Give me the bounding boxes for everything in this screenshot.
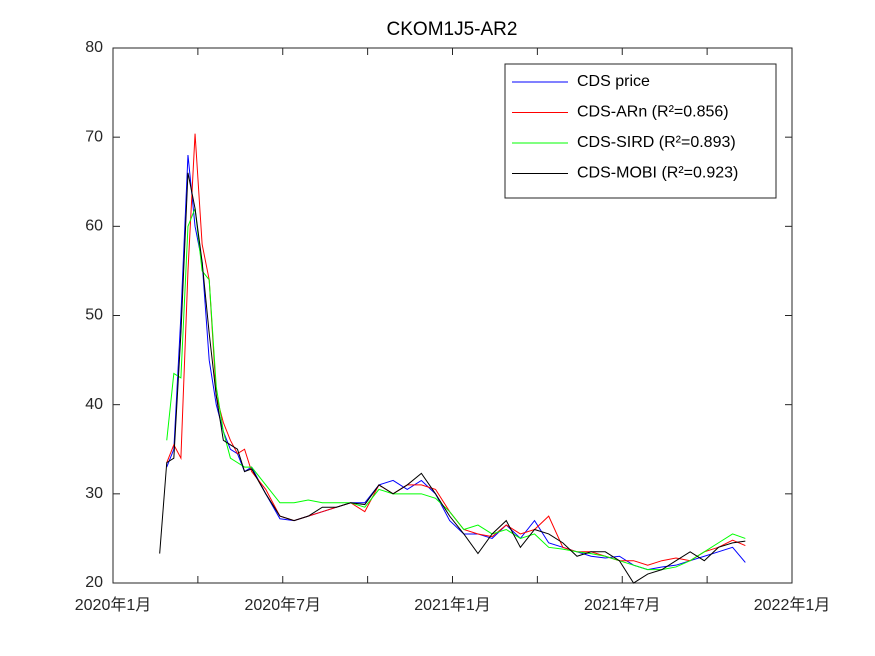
y-tick-label: 50	[85, 307, 103, 324]
legend-label: CDS-MOBI (R²=0.923)	[577, 165, 738, 182]
x-tick-label: 2021年7月	[584, 596, 661, 614]
legend: CDS price CDS-ARn (R²=0.856) CDS-SIRD (R²=…	[504, 63, 777, 199]
x-tick-label: 2020年7月	[245, 596, 322, 614]
y-tick-label: 30	[85, 485, 103, 502]
x-tick-label: 2021年1月	[414, 596, 491, 614]
legend-label: CDS-ARn (R²=0.856)	[577, 104, 729, 121]
x-tick-label: 2020年1月	[75, 596, 152, 614]
y-tick-label: 40	[85, 396, 103, 413]
legend-label: CDS-SIRD (R²=0.893)	[577, 134, 736, 151]
series-line	[166, 133, 746, 566]
y-tick-label: 60	[85, 218, 103, 235]
series-line	[166, 208, 746, 571]
y-tick-label: 80	[85, 39, 103, 56]
series-line	[159, 172, 746, 584]
legend-box	[504, 63, 777, 199]
y-tick-label: 20	[85, 574, 103, 591]
chart-title: CKOM1J5-AR2	[387, 19, 518, 40]
x-tick-label: 2022年1月	[754, 596, 831, 614]
legend-label: CDS price	[577, 73, 650, 90]
y-tick-label: 70	[85, 128, 103, 145]
